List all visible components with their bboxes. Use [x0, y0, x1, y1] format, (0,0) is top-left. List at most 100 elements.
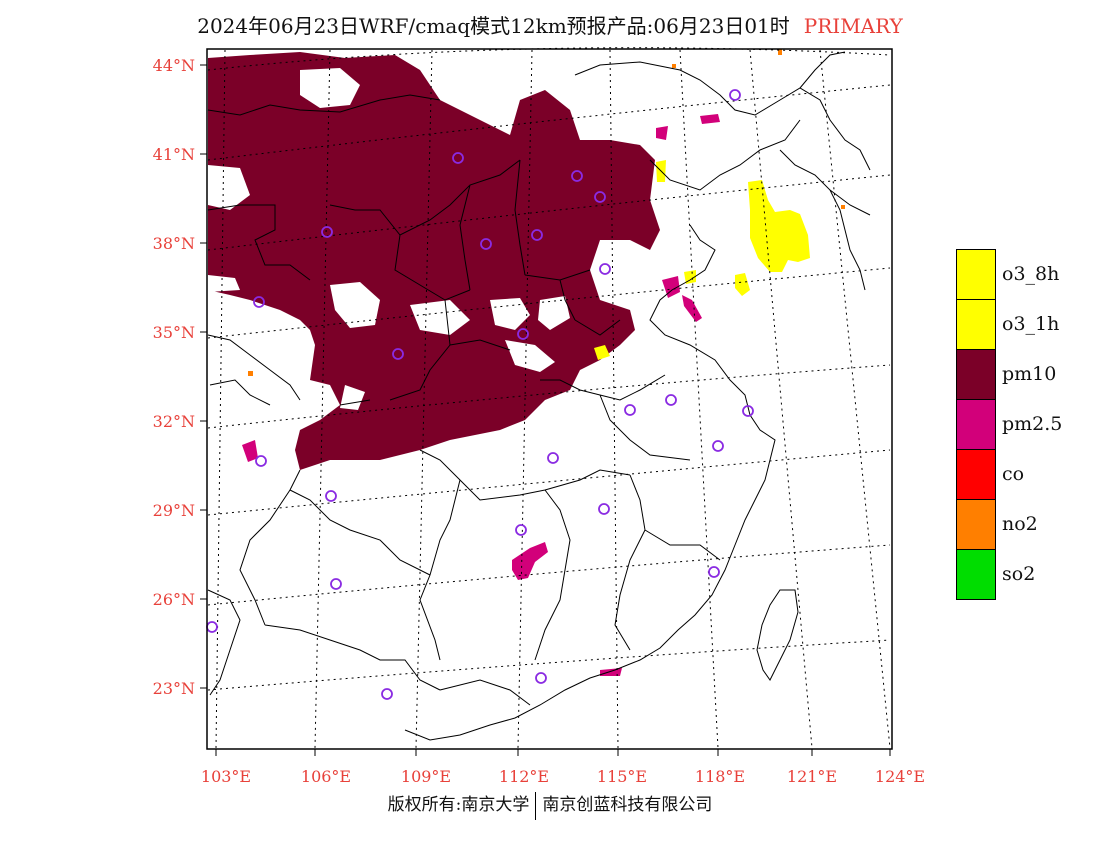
no2-cell	[841, 205, 845, 209]
station-marker	[253, 296, 265, 308]
pm10-gap	[330, 282, 380, 328]
legend-label: co	[1002, 463, 1025, 485]
lat-label: 26°N	[153, 590, 195, 609]
meridian-109	[415, 49, 433, 749]
station-marker	[381, 688, 393, 700]
station-marker	[535, 672, 547, 684]
meridian-106	[314, 49, 331, 749]
legend-swatch	[956, 449, 996, 500]
parallel-29	[207, 449, 891, 516]
copyright-company: 南京创蓝科技有限公司	[542, 795, 713, 815]
o3-region	[748, 180, 810, 272]
station-marker	[742, 405, 754, 417]
station-marker	[206, 621, 218, 633]
pm25-region	[512, 542, 548, 580]
pm10-gap	[505, 340, 555, 372]
title-text: 2024年06月23日WRF/cmaq模式12km预报产品:06月23日01时	[197, 14, 790, 38]
station-marker	[325, 490, 337, 502]
pm25-region	[600, 668, 622, 676]
legend-swatch	[956, 349, 996, 400]
no2-cell	[778, 49, 782, 55]
lon-label: 124°E	[875, 767, 925, 786]
province-boundaries	[207, 159, 721, 706]
pm25-region	[656, 126, 668, 140]
no2-cell	[248, 371, 253, 376]
pm10-gap	[600, 248, 640, 300]
lon-label: 121°E	[787, 767, 837, 786]
legend-swatch	[956, 249, 996, 300]
station-marker	[598, 503, 610, 515]
o3-region	[684, 270, 696, 284]
station-marker	[599, 263, 611, 275]
copyright-footer: 版权所有:南京大学 南京创蓝科技有限公司	[0, 790, 1100, 820]
station-marker	[515, 524, 527, 536]
lat-label: 29°N	[153, 501, 195, 520]
meridian-112	[517, 49, 533, 749]
legend-label: no2	[1002, 513, 1038, 535]
pm10-gap	[490, 298, 530, 330]
lat-label: 23°N	[153, 679, 195, 698]
station-marker	[729, 89, 741, 101]
legend-label: o3_8h	[1002, 263, 1060, 285]
pm25-region	[242, 440, 258, 462]
pm10-gap	[538, 296, 570, 330]
pm10-region	[208, 52, 660, 470]
legend-label: so2	[1002, 563, 1036, 585]
legend-label: pm10	[1002, 363, 1057, 385]
pm10-gap	[300, 68, 360, 108]
parallel-23	[207, 639, 891, 691]
station-marker	[665, 394, 677, 406]
international-border	[207, 51, 871, 291]
coastline	[404, 119, 801, 741]
lat-label: 32°N	[153, 412, 195, 431]
stations	[206, 89, 754, 700]
legend-label: o3_1h	[1002, 313, 1060, 335]
station-marker	[321, 226, 333, 238]
parallel-38	[207, 174, 891, 251]
lon-label: 109°E	[401, 767, 451, 786]
copyright-owner: 版权所有:南京大学	[387, 795, 530, 815]
station-marker	[624, 404, 636, 416]
station-marker	[708, 566, 720, 578]
meridian-115	[609, 49, 619, 749]
pm25-region	[682, 295, 702, 322]
station-marker	[594, 191, 606, 203]
primary-pollutant-tag: PRIMARY	[803, 14, 903, 38]
o3-region	[594, 345, 610, 360]
legend-label: pm2.5	[1002, 413, 1063, 435]
pm25-region	[700, 114, 720, 124]
map-title: 2024年06月23日WRF/cmaq模式12km预报产品:06月23日01时 P…	[0, 10, 1100, 39]
legend-swatch	[956, 299, 996, 350]
station-marker	[531, 229, 543, 241]
station-marker	[571, 170, 583, 182]
station-marker	[452, 152, 464, 164]
footer-divider	[535, 791, 537, 820]
pm10-gap	[208, 165, 250, 210]
meridian-103	[215, 49, 226, 749]
lat-label: 44°N	[153, 56, 195, 75]
lat-label: 41°N	[153, 145, 195, 164]
lat-label: 38°N	[153, 234, 195, 253]
pm25-region	[662, 276, 680, 298]
lon-label: 106°E	[301, 767, 351, 786]
parallel-32	[207, 364, 891, 429]
station-marker	[547, 452, 559, 464]
o3-region	[735, 273, 750, 296]
meridian-118	[679, 49, 719, 749]
station-marker	[712, 440, 724, 452]
boundaries	[207, 51, 871, 741]
lon-label: 118°E	[695, 767, 745, 786]
station-marker	[330, 578, 342, 590]
station-marker	[255, 455, 267, 467]
taiwan-outline	[756, 589, 799, 681]
lon-label: 112°E	[499, 767, 549, 786]
axis-ticks	[200, 64, 891, 756]
graticule	[207, 47, 891, 749]
parallel-35	[207, 267, 891, 339]
pm10-gap	[410, 300, 470, 335]
no2-cell	[672, 64, 676, 68]
station-marker	[480, 238, 492, 250]
parallel-26	[207, 544, 891, 606]
station-marker	[517, 328, 529, 340]
lat-label: 35°N	[153, 323, 195, 342]
